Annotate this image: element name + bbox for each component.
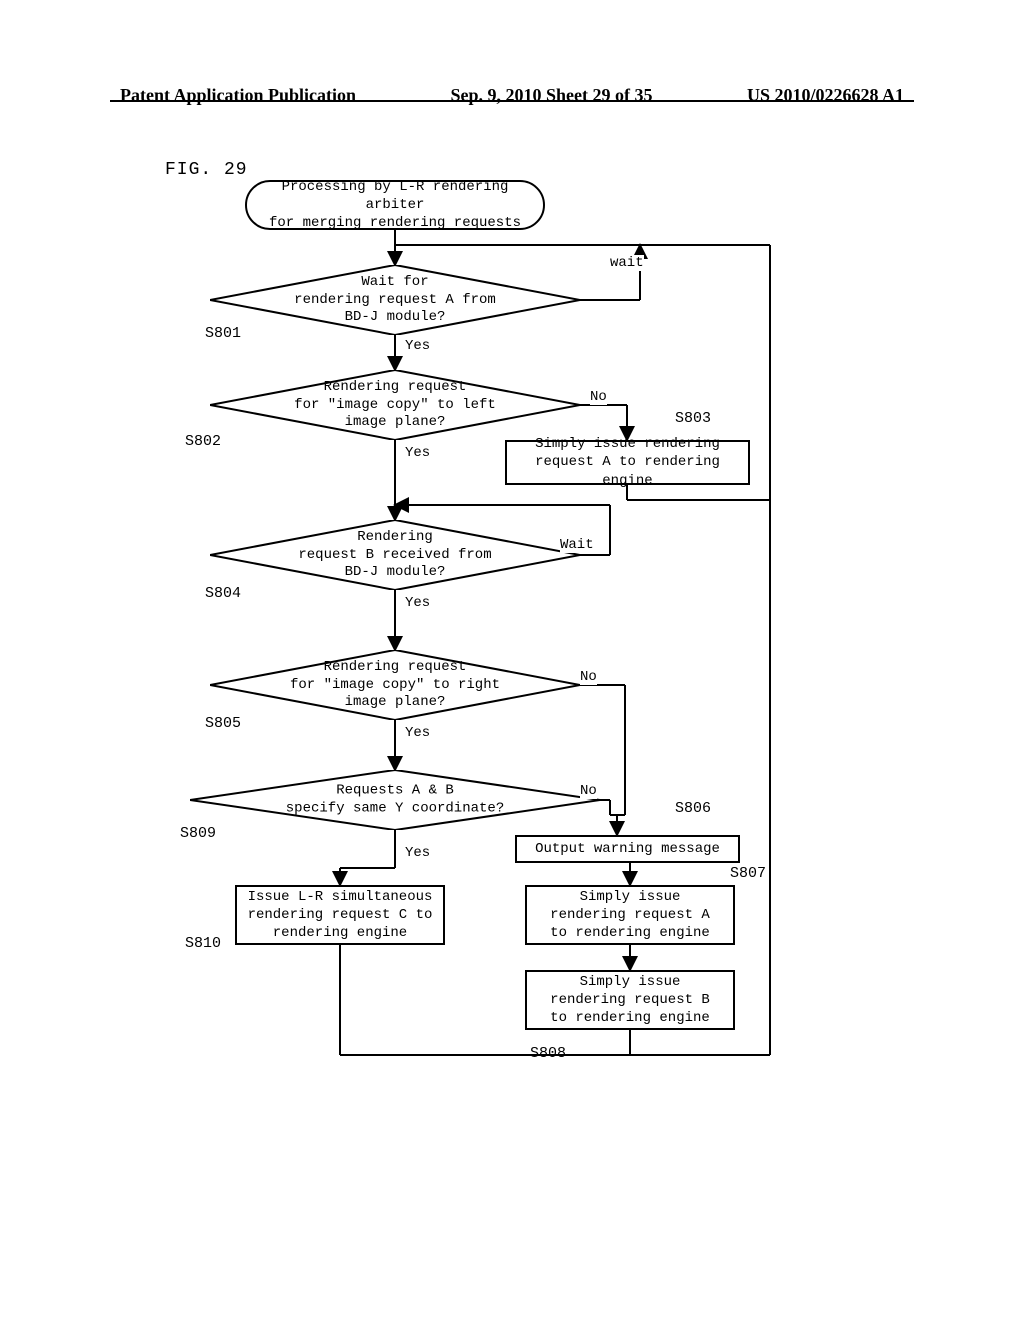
edge-yes-s802: Yes <box>405 445 430 461</box>
decision-s802-text: Rendering request for "image copy" to le… <box>210 379 580 432</box>
label-s809: S809 <box>180 825 216 842</box>
edge-yes-s805: Yes <box>405 725 430 741</box>
process-s803: Simply issue rendering request A to rend… <box>505 440 750 485</box>
edge-yes-s804: Yes <box>405 595 430 611</box>
header-left: Patent Application Publication <box>120 85 356 106</box>
label-s806: S806 <box>675 800 711 817</box>
decision-s809: Requests A & B specify same Y coordinate… <box>190 770 600 830</box>
label-s805: S805 <box>205 715 241 732</box>
process-s806: Output warning message <box>515 835 740 863</box>
decision-s804: Rendering request B received from BD-J m… <box>210 520 580 590</box>
decision-s805: Rendering request for "image copy" to ri… <box>210 650 580 720</box>
decision-s801-text: Wait for rendering request A from BD-J m… <box>210 274 580 327</box>
edge-yes-s801: Yes <box>405 338 430 354</box>
flowchart-container: Processing by L-R rendering arbiter for … <box>130 175 900 1175</box>
process-s810-text: Issue L-R simultaneous rendering request… <box>248 888 433 943</box>
label-s810: S810 <box>185 935 221 952</box>
decision-s802: Rendering request for "image copy" to le… <box>210 370 580 440</box>
process-s806-text: Output warning message <box>535 840 720 858</box>
label-s808: S808 <box>530 1045 566 1062</box>
process-s808-text: Simply issue rendering request B to rend… <box>550 973 710 1028</box>
decision-s809-text: Requests A & B specify same Y coordinate… <box>190 783 600 818</box>
label-s804: S804 <box>205 585 241 602</box>
label-s801: S801 <box>205 325 241 342</box>
label-s807: S807 <box>730 865 766 882</box>
edge-yes-s809: Yes <box>405 845 430 861</box>
process-s810: Issue L-R simultaneous rendering request… <box>235 885 445 945</box>
decision-s801: Wait for rendering request A from BD-J m… <box>210 265 580 335</box>
header-center: Sep. 9, 2010 Sheet 29 of 35 <box>451 85 653 106</box>
terminator-start: Processing by L-R rendering arbiter for … <box>245 180 545 230</box>
edge-wait-s801: wait <box>610 255 644 271</box>
terminator-text: Processing by L-R rendering arbiter for … <box>255 178 535 233</box>
decision-s805-text: Rendering request for "image copy" to ri… <box>210 659 580 712</box>
process-s807-text: Simply issue rendering request A to rend… <box>550 888 710 943</box>
label-s803: S803 <box>675 410 711 427</box>
edge-no-s805: No <box>580 669 597 685</box>
process-s807: Simply issue rendering request A to rend… <box>525 885 735 945</box>
edge-no-s802: No <box>590 389 607 405</box>
edge-wait-s804: Wait <box>560 537 594 553</box>
decision-s804-text: Rendering request B received from BD-J m… <box>210 529 580 582</box>
process-s808: Simply issue rendering request B to rend… <box>525 970 735 1030</box>
process-s803-text: Simply issue rendering request A to rend… <box>513 435 742 490</box>
edge-no-s809: No <box>580 783 597 799</box>
header-divider <box>110 100 914 102</box>
header-right: US 2010/0226628 A1 <box>747 85 904 106</box>
label-s802: S802 <box>185 433 221 450</box>
